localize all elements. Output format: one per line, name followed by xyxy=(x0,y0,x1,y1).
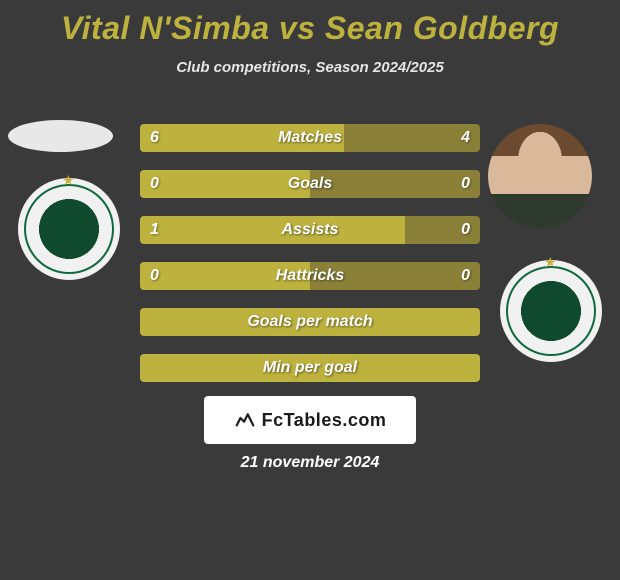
player-right-avatar xyxy=(488,124,592,228)
star-icon: ★ xyxy=(544,254,557,271)
stat-label: Goals per match xyxy=(140,308,480,336)
date-text: 21 november 2024 xyxy=(0,454,620,472)
stat-label: Goals xyxy=(140,170,480,198)
star-icon: ★ xyxy=(62,172,75,189)
branding-badge: FcTables.com xyxy=(204,396,416,444)
stat-label: Assists xyxy=(140,216,480,244)
player-right-club-badge: ★ xyxy=(500,260,602,362)
stat-row: 64Matches xyxy=(140,120,480,156)
stats-block: 64Matches 00Goals 10Assists 00Hattricks Goal… xyxy=(140,120,480,396)
stat-row: Goals per match xyxy=(140,304,480,340)
stat-row: 10Assists xyxy=(140,212,480,248)
subtitle: Club competitions, Season 2024/2025 xyxy=(0,59,620,76)
stat-row: 00Hattricks xyxy=(140,258,480,294)
player-left-avatar xyxy=(8,120,113,152)
stat-row: 00Goals xyxy=(140,166,480,202)
stat-label: Min per goal xyxy=(140,354,480,382)
stat-label: Hattricks xyxy=(140,262,480,290)
page-title: Vital N'Simba vs Sean Goldberg xyxy=(0,0,620,47)
branding-text: FcTables.com xyxy=(262,410,387,431)
branding-logo-icon xyxy=(234,407,256,434)
player-left-club-badge: ★ xyxy=(18,178,120,280)
stat-label: Matches xyxy=(140,124,480,152)
stat-row: Min per goal xyxy=(140,350,480,386)
